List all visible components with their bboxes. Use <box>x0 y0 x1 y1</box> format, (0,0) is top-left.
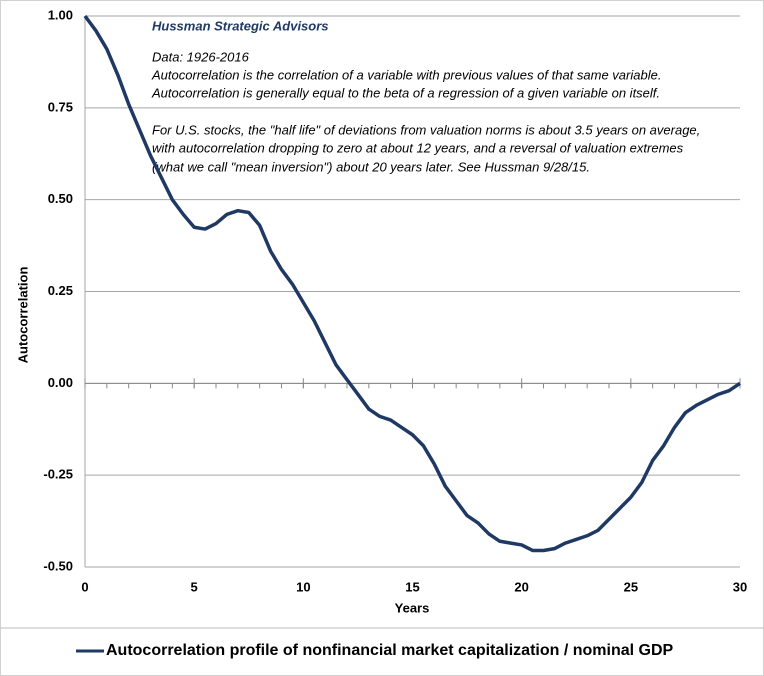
x-axis-label: Years <box>395 600 430 615</box>
legend-label: Autocorrelation profile of nonfinancial … <box>106 642 674 659</box>
x-tick-label: 0 <box>81 579 88 594</box>
y-tick-label: 0.00 <box>48 375 73 390</box>
y-tick-label: 1.00 <box>48 7 73 22</box>
x-tick-label: 20 <box>514 579 528 594</box>
annotation: Hussman Strategic Advisors <box>152 18 329 33</box>
x-tick-label: 25 <box>624 579 638 594</box>
annotation: with autocorrelation dropping to zero at… <box>152 140 684 155</box>
annotation: (what we call "mean inversion") about 20… <box>152 159 590 174</box>
y-tick-label: 0.25 <box>48 283 73 298</box>
annotation: For U.S. stocks, the "half life" of devi… <box>152 122 700 137</box>
x-tick-label: 30 <box>733 579 747 594</box>
y-tick-label: -0.25 <box>43 467 73 482</box>
y-tick-label: -0.50 <box>43 558 73 573</box>
y-axis-label: Autocorrelation <box>15 267 30 364</box>
data-line <box>83 14 741 553</box>
y-tick-label: 0.75 <box>48 99 73 114</box>
x-tick-label: 5 <box>191 579 198 594</box>
y-tick-label: 0.50 <box>48 191 73 206</box>
annotation: Autocorrelation is generally equal to th… <box>151 85 660 100</box>
annotation: Data: 1926-2016 <box>152 49 250 64</box>
x-tick-label: 15 <box>405 579 419 594</box>
x-tick-label: 10 <box>296 579 310 594</box>
annotation: Autocorrelation is the correlation of a … <box>151 67 661 82</box>
